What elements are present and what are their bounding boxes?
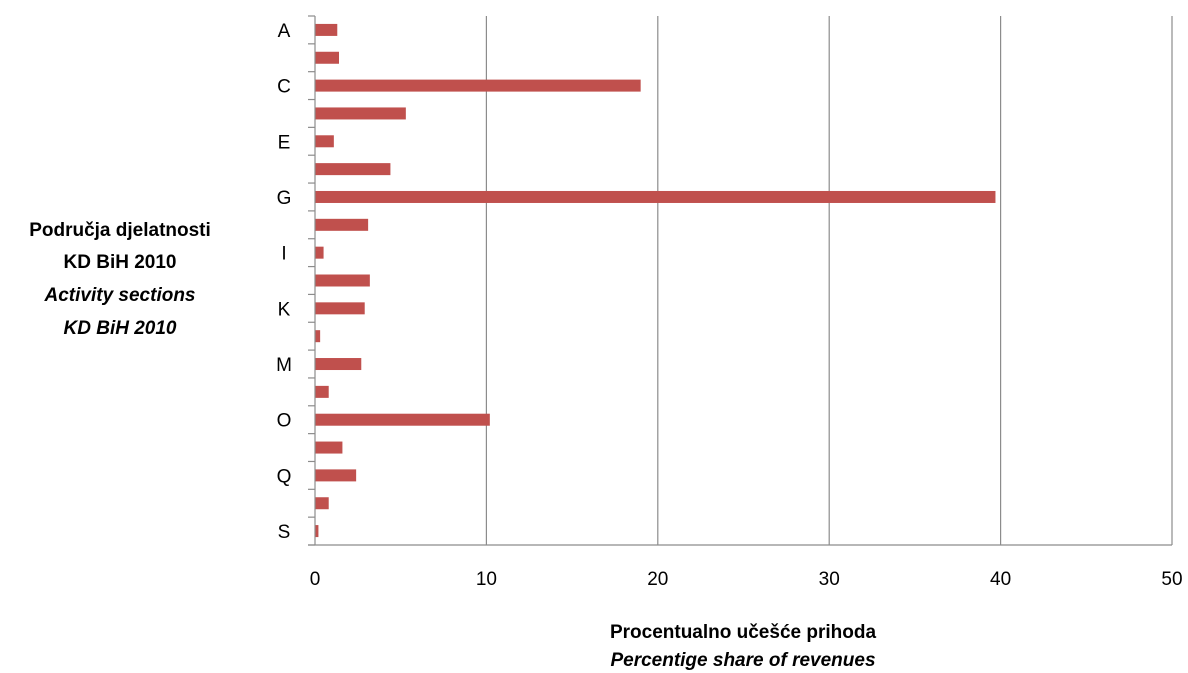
bar-Q bbox=[315, 469, 357, 482]
x-tick-label: 20 bbox=[647, 569, 668, 590]
x-tick-label: 30 bbox=[819, 569, 840, 590]
x-tick-label: 40 bbox=[990, 569, 1011, 590]
y-axis-title-line-2: KD BiH 2010 bbox=[64, 252, 177, 273]
y-tick-label: E bbox=[278, 132, 291, 153]
bar-J bbox=[315, 274, 370, 287]
bar-L bbox=[315, 330, 321, 343]
bar-P bbox=[315, 441, 343, 454]
y-tick-label: I bbox=[281, 244, 286, 265]
bar-R bbox=[315, 497, 329, 510]
bar-E bbox=[315, 135, 334, 148]
axes bbox=[308, 15, 1172, 546]
bar-O bbox=[315, 413, 490, 426]
x-tick-labels: 0 10 20 30 40 50 bbox=[310, 569, 1183, 590]
bar-C bbox=[315, 79, 641, 92]
gridlines bbox=[485, 16, 1173, 545]
bar-S bbox=[315, 525, 319, 538]
y-axis-title-line-4: KD BiH 2010 bbox=[64, 318, 177, 339]
bar-M bbox=[315, 358, 362, 371]
x-tick-label: 0 bbox=[310, 569, 321, 590]
x-axis-title-line-2: Percentige share of revenues bbox=[610, 650, 875, 671]
bar-I bbox=[315, 246, 324, 259]
bar-A bbox=[315, 23, 338, 36]
y-tick-label: A bbox=[278, 21, 291, 42]
y-tick-label: C bbox=[277, 77, 291, 98]
bar-F bbox=[315, 163, 391, 176]
y-tick-label: G bbox=[277, 188, 292, 209]
y-tick-label: Q bbox=[277, 466, 292, 487]
bar-D bbox=[315, 107, 406, 120]
y-axis-title-line-3: Activity sections bbox=[44, 285, 196, 306]
x-tick-label: 10 bbox=[476, 569, 497, 590]
y-tick-label: K bbox=[278, 299, 291, 320]
y-tick-label: O bbox=[277, 411, 292, 432]
x-axis-title-line-1: Procentualno učešće prihoda bbox=[610, 622, 876, 643]
bar-K bbox=[315, 302, 365, 315]
y-axis-title-line-1: Područja djelatnosti bbox=[29, 220, 211, 241]
x-tick-label: 50 bbox=[1161, 569, 1182, 590]
y-tick-labels: A C E G I K M O Q S bbox=[276, 21, 292, 543]
bar-B bbox=[315, 51, 339, 64]
y-tick-label: S bbox=[278, 522, 291, 543]
bar-G bbox=[315, 190, 996, 203]
bar-H bbox=[315, 218, 369, 231]
y-tick-label: M bbox=[276, 355, 292, 376]
bars bbox=[315, 23, 996, 538]
bar-N bbox=[315, 385, 329, 398]
